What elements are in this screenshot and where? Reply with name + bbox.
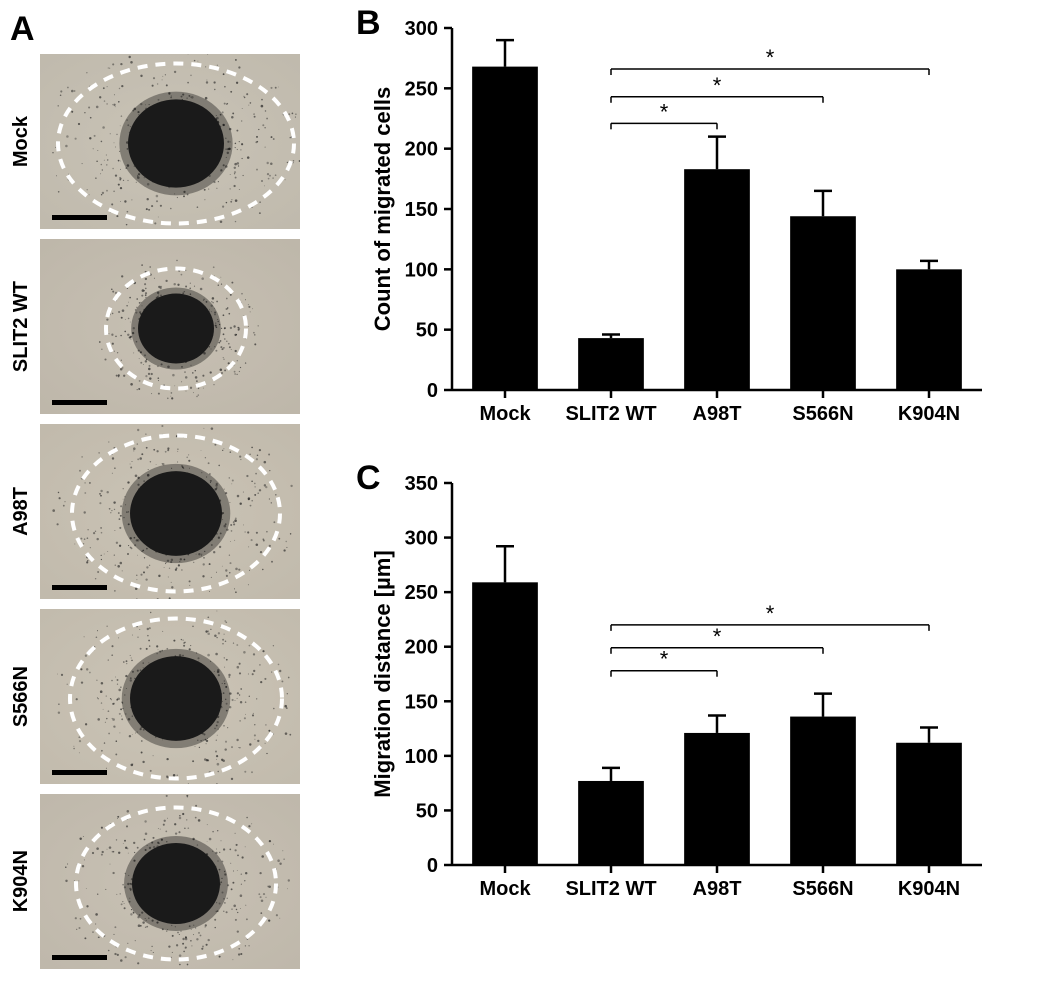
panel-c-chart: 0 50 100 150 200 250 300 350 Migration distance … xyxy=(360,465,1000,925)
micrograph-image xyxy=(40,239,300,414)
svg-text:SLIT2 WT: SLIT2 WT xyxy=(565,403,656,425)
svg-text:S566N: S566N xyxy=(792,878,853,900)
svg-text:250: 250 xyxy=(405,582,438,604)
micrograph-label: S566N xyxy=(10,666,34,727)
svg-text:350: 350 xyxy=(405,473,438,495)
micrograph-label: Mock xyxy=(10,116,34,167)
micrograph-row: S566N xyxy=(10,609,340,784)
svg-text:50: 50 xyxy=(416,800,438,822)
svg-text:150: 150 xyxy=(405,199,438,221)
svg-text:A98T: A98T xyxy=(693,878,742,900)
svg-text:K904N: K904N xyxy=(898,403,960,425)
svg-text:200: 200 xyxy=(405,139,438,161)
panel-bc-column: B 050100150200250300Count of migrated ce… xyxy=(360,10,1030,969)
panel-a-column: A Mock SLIT2 WT A98T S566N K904N xyxy=(10,10,340,969)
micrograph-row: SLIT2 WT xyxy=(10,239,340,414)
panel-c-label: C xyxy=(356,459,381,498)
svg-text:Count of migrated cells: Count of migrated cells xyxy=(370,87,395,331)
micrograph-label: A98T xyxy=(10,487,34,536)
micrograph-stack: Mock SLIT2 WT A98T S566N K904N xyxy=(10,54,340,969)
svg-text:0: 0 xyxy=(427,380,438,402)
svg-text:Mock: Mock xyxy=(479,403,531,425)
svg-text:100: 100 xyxy=(405,746,438,768)
svg-text:*: * xyxy=(713,624,722,649)
svg-text:*: * xyxy=(713,73,722,98)
svg-text:50: 50 xyxy=(416,320,438,342)
svg-text:K904N: K904N xyxy=(898,878,960,900)
svg-text:*: * xyxy=(660,647,669,672)
svg-text:150: 150 xyxy=(405,691,438,713)
micrograph-row: A98T xyxy=(10,424,340,599)
svg-text:250: 250 xyxy=(405,78,438,100)
panel-b-label: B xyxy=(356,4,381,43)
svg-text:300: 300 xyxy=(405,18,438,40)
micrograph-label: SLIT2 WT xyxy=(10,281,34,372)
svg-text:Migration distance [µm]: Migration distance [µm] xyxy=(370,550,395,797)
bar xyxy=(472,67,538,390)
bar xyxy=(896,743,962,865)
micrograph-label: K904N xyxy=(10,850,34,912)
micrograph-row: K904N xyxy=(10,794,340,969)
micrograph-image xyxy=(40,54,300,229)
micrograph-image xyxy=(40,424,300,599)
micrograph-image xyxy=(40,609,300,784)
svg-text:Mock: Mock xyxy=(479,878,531,900)
panel-a-label: A xyxy=(10,10,340,49)
bar xyxy=(684,733,750,865)
svg-text:200: 200 xyxy=(405,637,438,659)
svg-text:100: 100 xyxy=(405,259,438,281)
bar xyxy=(790,717,856,865)
svg-text:*: * xyxy=(766,45,775,70)
bar xyxy=(790,216,856,390)
bar xyxy=(684,169,750,390)
svg-text:*: * xyxy=(660,99,669,124)
bar xyxy=(578,338,644,390)
bar xyxy=(472,582,538,865)
panel-c-wrap: C 050100150200250300350Migration distanc… xyxy=(360,465,1030,925)
svg-text:300: 300 xyxy=(405,528,438,550)
figure: A MockSLIT2 WTA98TS566NK904N B 050100150… xyxy=(10,10,1040,969)
micrograph-image xyxy=(40,794,300,969)
bar xyxy=(896,269,962,390)
panel-b-wrap: B 050100150200250300Count of migrated ce… xyxy=(360,10,1030,450)
svg-text:0: 0 xyxy=(427,855,438,877)
bar xyxy=(578,781,644,865)
svg-text:SLIT2 WT: SLIT2 WT xyxy=(565,878,656,900)
svg-text:*: * xyxy=(766,601,775,626)
svg-text:S566N: S566N xyxy=(792,403,853,425)
micrograph-row: Mock xyxy=(10,54,340,229)
panel-b-chart: 0 50 100 150 200 250 300 Count of migrated cell… xyxy=(360,10,1000,450)
svg-text:A98T: A98T xyxy=(693,403,742,425)
